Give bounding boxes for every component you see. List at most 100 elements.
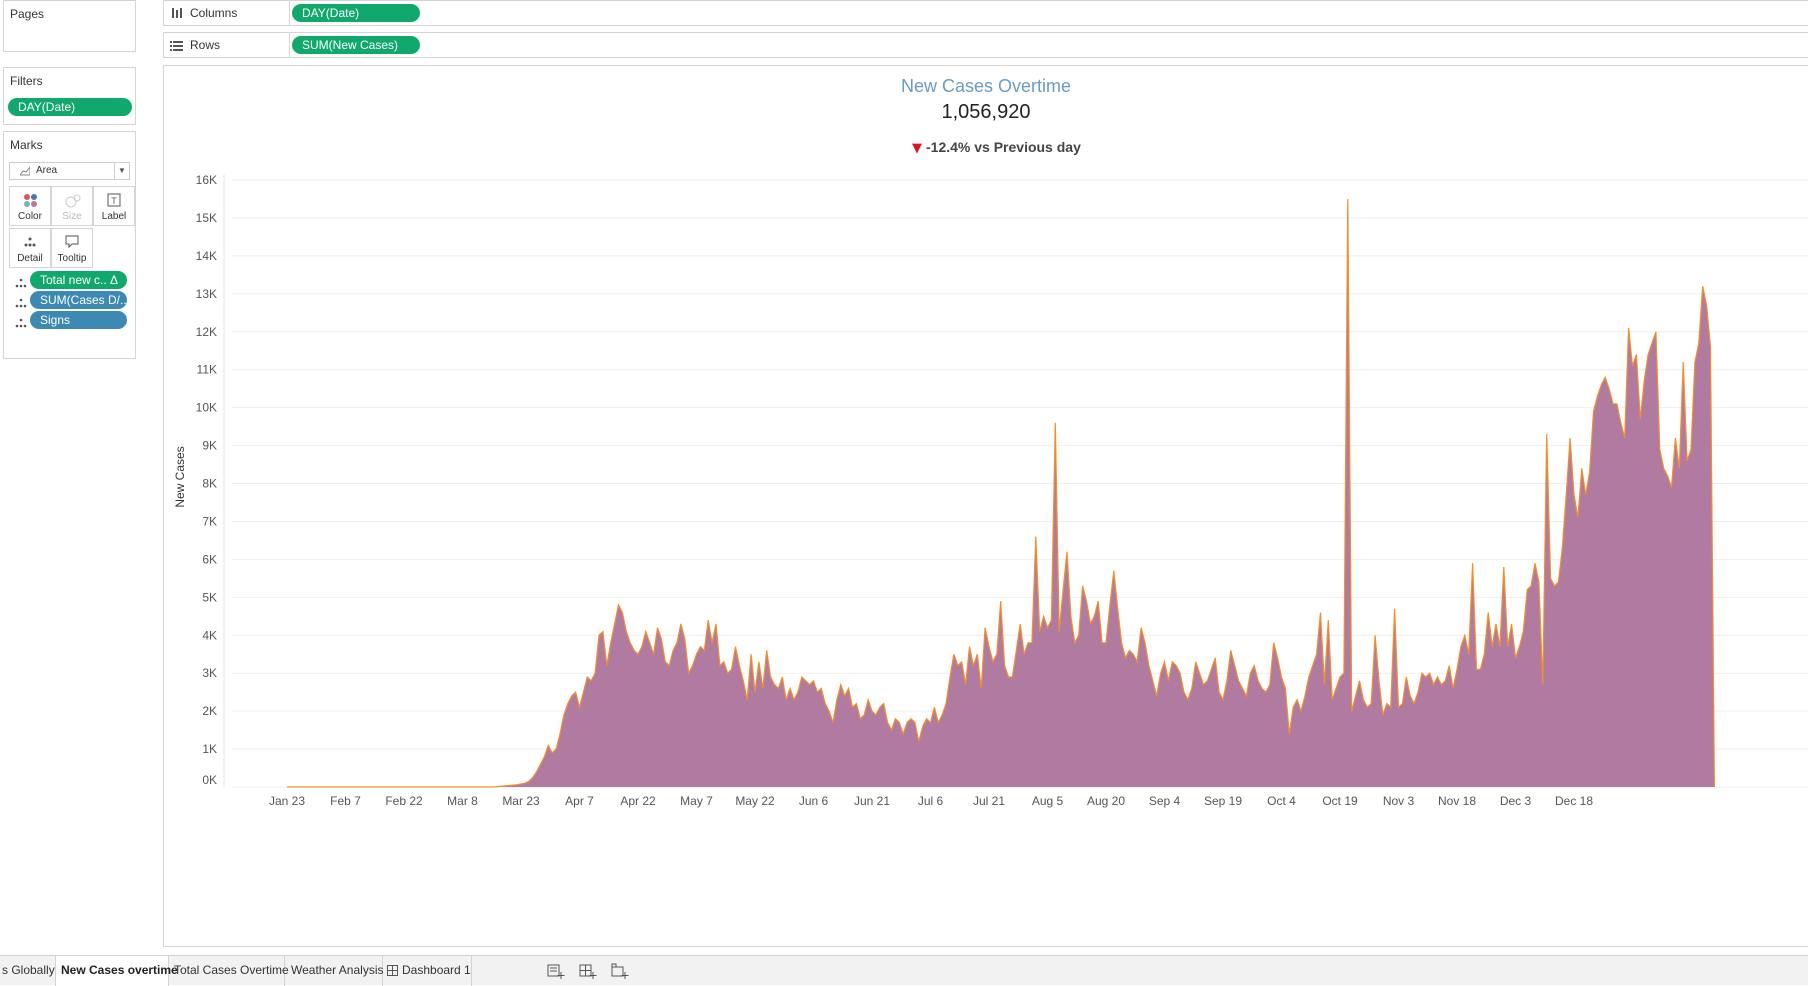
rows-label: Rows [190,38,221,52]
x-tick-label: Nov 18 [1438,794,1476,808]
color-icon [24,194,37,207]
x-tick-label: Nov 3 [1383,794,1415,808]
x-tick-label: Jan 23 [269,794,305,808]
x-tick-label: Mar 8 [447,794,478,808]
x-tick-label: Dec 3 [1500,794,1532,808]
new-dashboard-icon[interactable] [579,962,597,980]
filters-panel: Filters DAY(Date) [3,67,136,125]
x-tick-label: Jul 21 [973,794,1005,808]
y-tick-label: 12K [196,325,217,339]
columns-pill[interactable]: DAY(Date) [292,4,420,22]
tab-weather-analysis[interactable]: Weather Analysis [285,956,384,986]
area-mark-icon [19,165,31,182]
mark-type-dropdown[interactable]: Area ▼ [9,162,130,180]
tab-new-cases-overtime[interactable]: New Cases overtime [56,956,178,986]
chevron-down-icon: ▼ [114,163,129,179]
y-tick-label: 7K [202,514,217,528]
new-story-icon[interactable] [611,962,629,980]
area-chart: New Cases Overtime 1,056,920 ▼ -12.4% vs… [173,76,1808,808]
color-card[interactable]: Color [9,186,51,226]
detail-icon [24,237,36,247]
y-tick-label: 6K [202,552,217,566]
pages-panel: Pages [3,0,136,52]
x-tick-label: Jun 6 [799,794,829,808]
shelf-divider [289,33,290,57]
columns-shelf[interactable]: Columns DAY(Date) [163,0,1808,26]
marks-panel: Marks Area ▼ Color Size T Label Detail T… [3,131,136,359]
x-tick-label: Apr 7 [565,794,594,808]
x-tick-label: Feb 7 [330,794,361,808]
mark-type-label: Area [36,165,58,176]
y-axis: 0K 1K 2K 3K 4K 5K 6K 7K 8K 9K 10K 11K 12K 13K 14K 15K 16… [196,173,225,787]
columns-icon [171,6,183,24]
new-worksheet-icon[interactable] [547,962,565,980]
columns-label: Columns [190,6,238,20]
x-tick-label: Feb 22 [385,794,423,808]
y-tick-label: 8K [202,477,217,491]
kpi-value: 1,056,920 [942,101,1031,123]
detail-card[interactable]: Detail [9,228,51,268]
svg-text:T: T [111,196,117,206]
shelf-divider [289,1,290,25]
sheet-tab-bar: s Globally New Cases overtime Total Case… [0,955,1808,986]
y-axis-label: New Cases [173,446,187,507]
detail-icon [15,295,27,313]
y-tick-label: 5K [202,590,217,604]
x-tick-label: Sep 4 [1149,794,1181,808]
y-tick-label: 16K [196,173,217,187]
y-tick-label: 14K [196,249,217,263]
tab-total-cases-overtime[interactable]: Total Cases Overtime [169,956,289,986]
tab-dashboard-1[interactable]: Dashboard 1 [383,956,472,986]
rows-icon [170,39,183,57]
detail-icon [15,315,27,333]
y-tick-label: 11K [197,363,217,377]
x-tick-label: Apr 22 [620,794,656,808]
y-tick-label: 1K [202,742,217,756]
chart-pane: New Cases Overtime 1,056,920 ▼ -12.4% vs… [163,65,1808,947]
down-arrow-icon: ▼ [912,141,922,156]
change-text: -12.4% vs Previous day [926,139,1081,155]
size-icon [65,194,81,208]
y-tick-label: 10K [196,401,217,415]
x-tick-label: May 7 [680,794,713,808]
delta-icon: Δ [109,273,118,287]
y-tick-label: 4K [202,628,217,642]
marks-title: Marks [10,138,43,152]
field-pill-signs[interactable]: Signs [30,311,127,329]
x-tick-label: Jul 6 [918,794,944,808]
detail-icon [15,275,27,293]
x-axis: Jan 23 Feb 7 Feb 22 Mar 8 Mar 23 Apr 7 Apr 22 M… [269,794,1593,808]
label-card[interactable]: T Label [93,186,135,226]
field-pill-total-new[interactable]: Total new c.. Δ [30,271,127,289]
x-tick-label: Mar 23 [502,794,540,808]
filters-title: Filters [10,74,43,88]
field-pill-cases[interactable]: SUM(Cases D/.. [30,291,127,309]
y-tick-label: 0K [202,773,217,787]
x-tick-label: Aug 5 [1032,794,1064,808]
x-tick-label: Oct 19 [1322,794,1358,808]
filter-pill[interactable]: DAY(Date) [8,98,132,116]
label-card-label: Label [101,211,127,222]
size-card: Size [51,186,93,226]
color-card-label: Color [18,211,42,222]
pages-title: Pages [10,7,45,21]
x-tick-label: Sep 19 [1204,794,1242,808]
tooltip-card-label: Tooltip [57,253,87,264]
y-tick-label: 13K [196,287,217,301]
rows-shelf[interactable]: Rows SUM(New Cases) [163,32,1808,58]
y-tick-label: 15K [196,211,217,225]
chart-title: New Cases Overtime [901,76,1071,96]
tooltip-card[interactable]: Tooltip [51,228,93,268]
tab-globally[interactable]: s Globally [0,956,56,986]
label-icon: T [107,193,121,207]
tab-dashboard-label: Dashboard 1 [402,963,471,977]
area-outline [287,198,1715,788]
y-tick-label: 3K [202,666,217,680]
detail-card-label: Detail [17,253,43,264]
x-tick-label: Dec 18 [1555,794,1593,808]
dashboard-icon [387,958,398,986]
y-tick-label: 9K [202,439,217,453]
rows-pill[interactable]: SUM(New Cases) [292,36,420,54]
y-tick-label: 2K [202,704,217,718]
size-card-label: Size [62,211,82,222]
